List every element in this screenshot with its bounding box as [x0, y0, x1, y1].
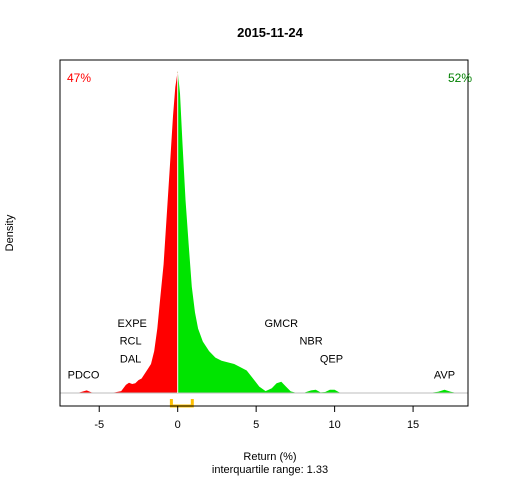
x-tick-label: 0: [175, 419, 181, 431]
iqr-bracket: [169, 399, 194, 408]
x-axis: -5 0 5 10 15: [94, 406, 419, 431]
stock-label: RCL: [120, 336, 142, 348]
x-tick-label: 5: [253, 419, 259, 431]
x-tick-label: -5: [94, 419, 104, 431]
negative-share-label: 47%: [67, 71, 91, 85]
x-tick-label: 10: [328, 419, 340, 431]
stock-label: NBR: [299, 336, 322, 348]
stock-label: PDCO: [68, 370, 100, 382]
x-tick-label: 15: [407, 419, 419, 431]
stock-label: EXPE: [118, 318, 147, 330]
stock-label: DAL: [120, 353, 141, 365]
positive-share-label: 52%: [448, 71, 472, 85]
positive-density-area: [177, 71, 457, 393]
chart-subtitle: interquartile range: 1.33: [212, 464, 328, 476]
negative-density-area: [77, 71, 178, 393]
stock-label: GMCR: [264, 318, 298, 330]
stock-label: QEP: [320, 353, 343, 365]
stock-label: AVP: [434, 370, 455, 382]
x-axis-label: Return (%): [243, 451, 296, 463]
plot-frame: [59, 59, 469, 407]
chart-title: 2015-11-24: [237, 25, 304, 40]
y-axis-label: Density: [4, 214, 16, 251]
